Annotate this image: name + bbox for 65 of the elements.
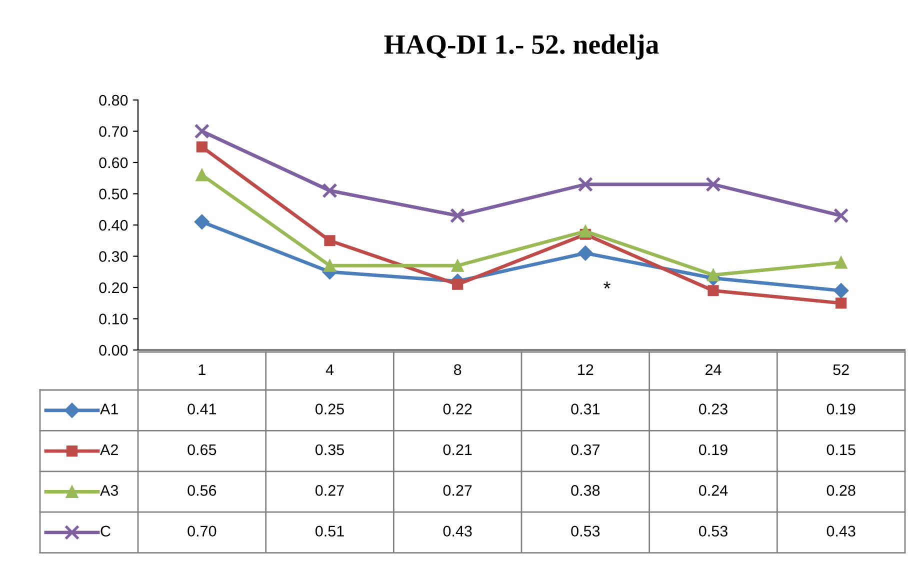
data-label: 0.65 [188,444,216,456]
x-tick-label: 1 [198,364,206,375]
point [578,176,594,192]
data-label: 0.56 [188,485,216,496]
data-label: 0.27 [443,485,472,496]
point [196,141,208,152]
point [834,256,848,269]
data-label: 0.70 [188,526,216,537]
point [324,235,336,246]
point [706,176,721,192]
y-tick-label: 0.70 [99,126,128,137]
data-label: 0.19 [698,444,728,456]
y-tick-label: 0.30 [99,251,128,262]
x-tick-label: 52 [833,364,849,376]
x-tick-label: 4 [326,364,334,375]
data-label: 0.53 [571,526,600,537]
data-label: 0.35 [315,444,344,456]
data-label: 0.24 [698,485,728,496]
data-label: 0.53 [698,526,728,537]
point [834,283,849,298]
y-tick-label: 0.20 [99,282,128,294]
data-label: 0.27 [315,485,344,496]
point [324,259,336,272]
data-label: 0.25 [315,404,344,414]
data-label: 0.23 [698,404,728,414]
point [579,225,592,238]
point [450,208,466,224]
data-label: 0.38 [571,485,600,496]
point [322,182,338,198]
point [578,246,593,261]
legend-label: A3 [100,485,118,496]
y-tick-label: 0.00 [99,344,128,356]
y-tick-label: 0.50 [99,188,128,200]
data-label: 0.43 [443,526,472,537]
data-label: 0.37 [571,444,600,456]
point [196,168,208,182]
data-label: 0.43 [826,526,856,537]
point [452,278,464,290]
data-label: 0.31 [571,404,600,414]
point [836,298,847,309]
data-label: 0.41 [188,404,216,414]
x-tick-label: 24 [706,364,722,375]
legend-label: A1 [100,404,118,414]
data-label: 0.21 [443,444,472,456]
y-tick-label: 0.80 [99,94,128,106]
data-label: 0.51 [315,526,344,537]
point [707,268,720,282]
point [194,214,210,230]
point [708,285,719,296]
point [833,208,849,224]
data-label: 0.15 [826,444,856,456]
y-tick-label: 0.40 [99,220,128,231]
legend-label: C [100,526,110,537]
legend-label: A2 [100,444,118,455]
data-label: 0.22 [443,404,472,414]
data-label: 0.28 [826,485,856,496]
chart-title: HAQ-DI 1.- 52. nedelja [384,34,659,60]
point [194,124,210,139]
x-tick-label: 12 [578,364,594,375]
annotation: * [604,282,610,288]
data-label: 0.19 [826,404,856,414]
y-tick-label: 0.10 [99,314,128,324]
x-tick-label: 8 [454,364,462,376]
point [451,259,464,272]
y-tick-label: 0.60 [99,157,128,168]
